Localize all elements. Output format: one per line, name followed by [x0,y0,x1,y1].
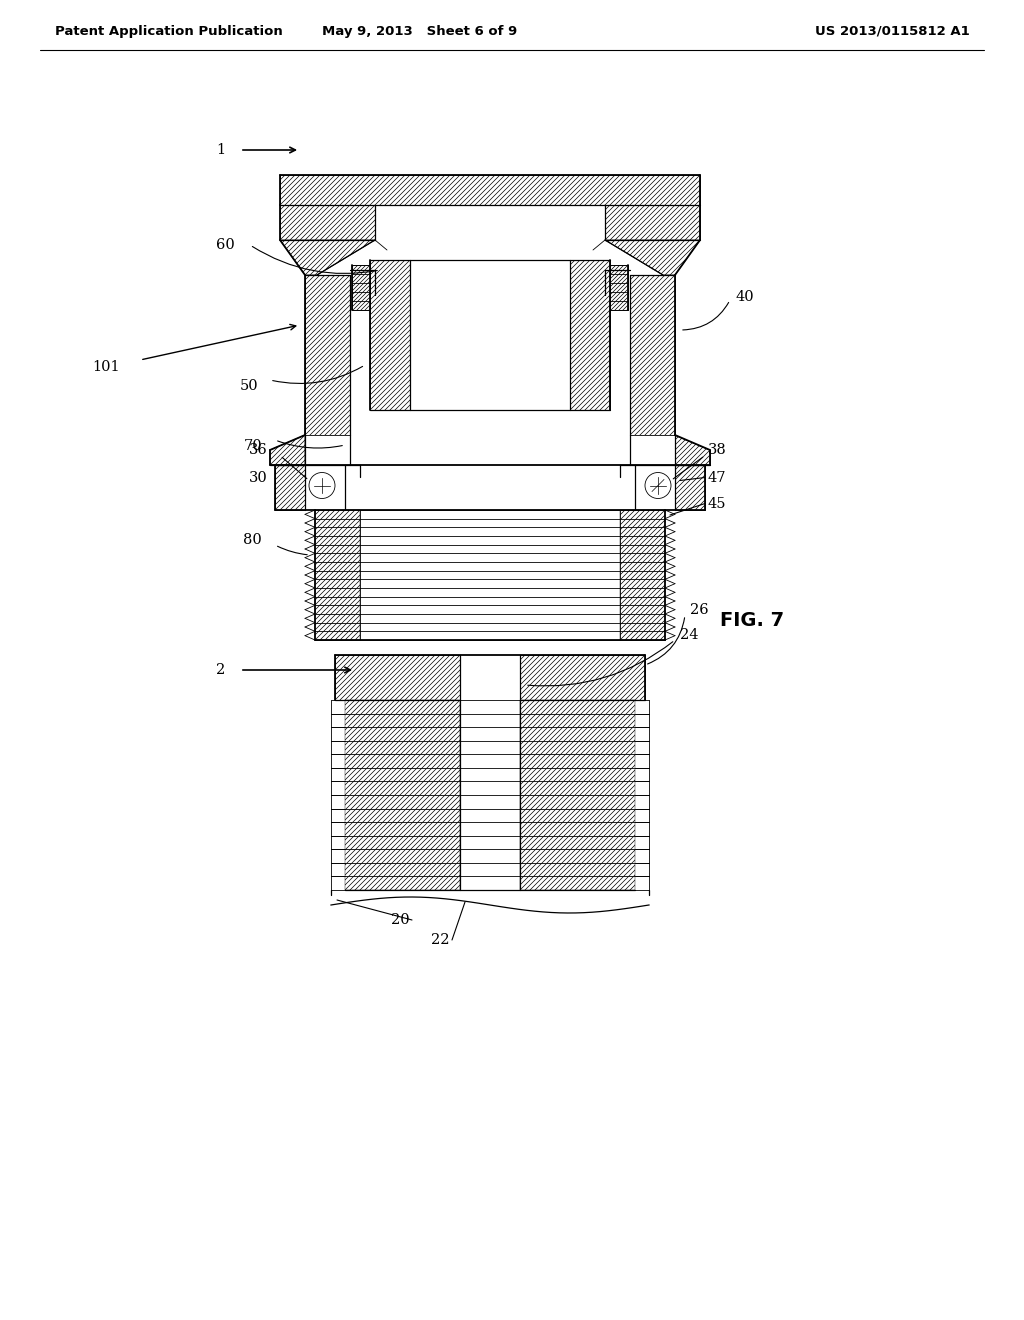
Text: 1: 1 [216,143,225,157]
Polygon shape [280,205,375,240]
Text: FIG. 7: FIG. 7 [720,610,784,630]
Polygon shape [520,700,635,890]
Polygon shape [270,436,305,465]
Polygon shape [280,176,700,205]
Polygon shape [605,205,700,240]
Polygon shape [570,260,610,411]
Text: 38: 38 [708,444,727,458]
Polygon shape [315,510,360,640]
Polygon shape [352,265,370,310]
Text: 40: 40 [735,290,754,304]
Polygon shape [305,275,350,436]
Polygon shape [605,240,700,275]
Polygon shape [280,240,375,275]
Polygon shape [675,465,705,510]
Text: 22: 22 [431,933,450,946]
Text: 30: 30 [249,470,268,484]
Text: 20: 20 [391,913,410,927]
Polygon shape [370,260,410,411]
Polygon shape [345,700,460,890]
Text: 36: 36 [249,444,268,458]
Polygon shape [520,655,645,700]
Text: 60: 60 [216,238,234,252]
Polygon shape [335,655,460,700]
Text: 24: 24 [680,628,698,642]
Text: 26: 26 [690,603,709,616]
Text: US 2013/0115812 A1: US 2013/0115812 A1 [815,25,970,38]
Polygon shape [275,465,305,510]
Text: 2: 2 [216,663,225,677]
Polygon shape [610,265,628,310]
Polygon shape [675,436,710,465]
Text: 45: 45 [708,496,726,511]
Text: 101: 101 [92,360,120,374]
Polygon shape [630,275,675,436]
Text: 70: 70 [244,440,262,453]
Polygon shape [620,510,665,640]
Text: 80: 80 [244,533,262,546]
Text: May 9, 2013   Sheet 6 of 9: May 9, 2013 Sheet 6 of 9 [323,25,517,38]
Text: 47: 47 [708,470,726,484]
Text: Patent Application Publication: Patent Application Publication [55,25,283,38]
Text: 50: 50 [240,379,258,393]
